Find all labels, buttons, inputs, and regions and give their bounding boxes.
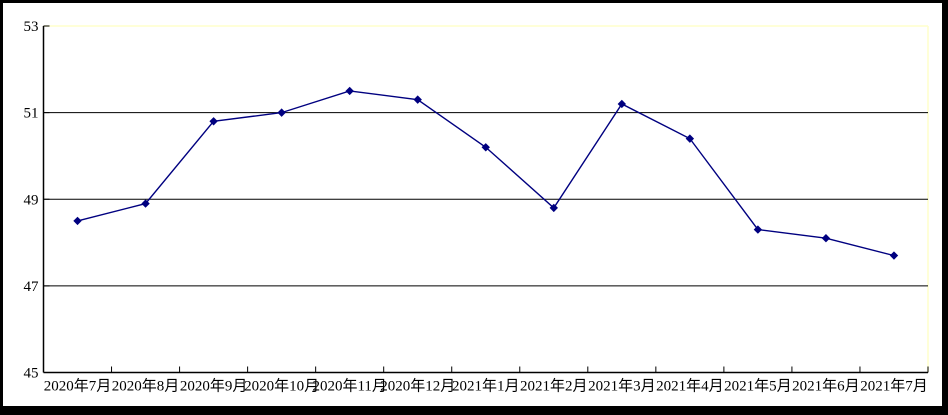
x-axis-label: 2020年12月 — [380, 378, 455, 395]
data-point-marker — [685, 134, 695, 143]
x-axis-label: 2020年7月 — [44, 378, 112, 395]
data-point-marker — [549, 203, 558, 213]
data-point-marker — [481, 143, 490, 152]
x-axis-label: 2021年5月 — [724, 378, 792, 395]
y-axis-label: 49 — [24, 192, 39, 208]
x-axis-label: 2020年10月 — [244, 378, 319, 395]
data-point-marker — [753, 225, 763, 234]
data-point-marker — [209, 117, 218, 126]
data-point-marker — [617, 99, 627, 109]
data-point-marker — [345, 86, 354, 96]
data-point-marker — [821, 234, 831, 243]
y-axis-label: 51 — [24, 106, 39, 122]
data-point-marker — [73, 216, 82, 226]
x-axis-label: 2021年1月 — [452, 378, 520, 395]
data-point-marker — [141, 199, 150, 208]
data-point-marker — [277, 108, 286, 117]
x-axis-label: 2020年9月 — [180, 378, 248, 395]
x-axis-label: 2021年6月 — [792, 378, 860, 395]
y-axis-label: 53 — [24, 19, 39, 35]
y-axis-label: 47 — [24, 279, 40, 295]
data-point-marker — [889, 251, 899, 260]
x-axis-label: 2021年2月 — [520, 378, 588, 395]
x-axis-label: 2021年4月 — [656, 378, 724, 395]
data-point-marker — [413, 95, 422, 104]
x-axis-label: 2020年11月 — [312, 378, 386, 395]
x-axis-label: 2020年8月 — [112, 378, 180, 395]
x-axis-label: 2021年7月 — [860, 378, 928, 395]
x-axis-label: 2021年3月 — [588, 378, 656, 395]
y-axis-label: 45 — [24, 366, 39, 382]
